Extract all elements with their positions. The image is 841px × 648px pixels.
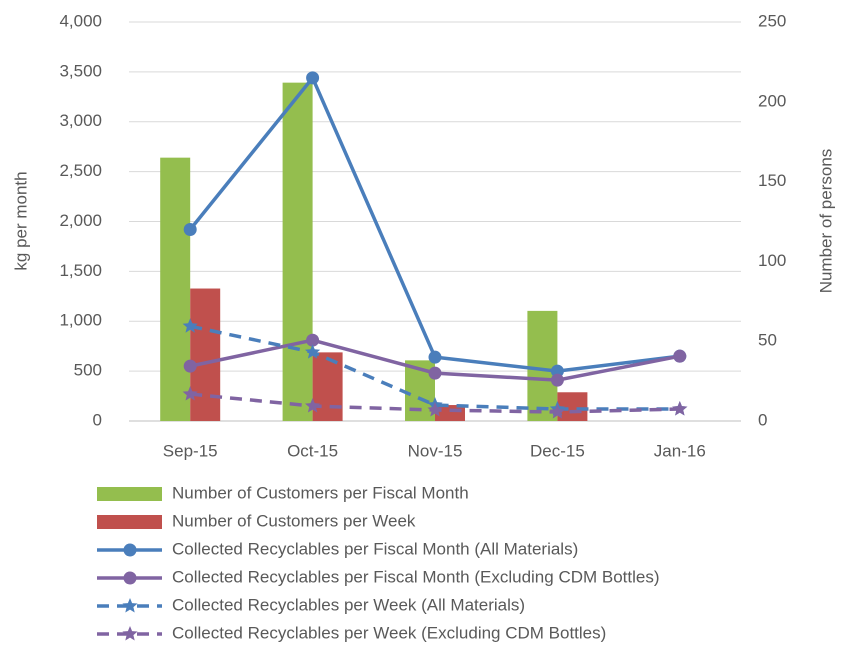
y-tick-label: 2,500	[59, 161, 102, 180]
star-marker	[305, 344, 321, 359]
circle-marker	[183, 222, 197, 236]
y-tick-label: 3,500	[59, 61, 102, 80]
legend-marker	[122, 598, 138, 613]
circle-marker	[550, 364, 564, 378]
circle-marker	[428, 366, 442, 380]
legend-swatch	[97, 487, 162, 501]
star-marker	[305, 398, 321, 413]
y2-tick-label: 150	[758, 171, 786, 190]
y2-tick-label: 100	[758, 251, 786, 270]
circle-marker	[550, 373, 564, 387]
circle-marker	[306, 71, 320, 85]
x-tick-label: Jan-16	[654, 441, 706, 460]
y-tick-label: 500	[74, 361, 102, 380]
y2-axis-label: Number of persons	[816, 149, 835, 294]
legend-marker	[123, 543, 137, 557]
legend-label: Number of Customers per Fiscal Month	[172, 483, 469, 502]
x-tick-label: Oct-15	[287, 441, 338, 460]
y-tick-label: 1,000	[59, 311, 102, 330]
y-tick-label: 0	[93, 410, 102, 429]
circle-marker	[428, 350, 442, 364]
line	[189, 324, 680, 411]
circle-marker	[673, 349, 687, 363]
y2-tick-label: 250	[758, 11, 786, 30]
legend-marker	[122, 626, 138, 641]
star-marker	[182, 386, 198, 401]
bar	[312, 352, 343, 421]
legend-label: Number of Customers per Week	[172, 511, 416, 530]
y-tick-label: 3,000	[59, 111, 102, 130]
legend-label: Collected Recyclables per Fiscal Month (…	[172, 539, 578, 558]
bar	[527, 310, 558, 421]
y-tick-label: 1,500	[59, 261, 102, 280]
legend-marker	[123, 571, 137, 585]
legend-label: Collected Recyclables per Fiscal Month (…	[172, 567, 660, 586]
star-marker	[549, 404, 565, 419]
y2-tick-label: 200	[758, 91, 786, 110]
legend-swatch	[97, 515, 162, 529]
star-marker	[672, 401, 688, 416]
y2-tick-label: 50	[758, 331, 777, 350]
x-tick-label: Dec-15	[530, 441, 585, 460]
star-marker	[427, 402, 443, 417]
circle-marker	[183, 359, 197, 373]
y-tick-label: 4,000	[59, 11, 102, 30]
legend-label: Collected Recyclables per Week (All Mate…	[172, 595, 525, 614]
bar	[190, 288, 221, 421]
circle-marker	[306, 333, 320, 347]
bar	[282, 82, 313, 421]
y2-tick-label: 0	[758, 410, 767, 429]
y-axis-label: kg per month	[11, 171, 30, 270]
x-tick-label: Nov-15	[408, 441, 463, 460]
star-marker	[182, 318, 198, 333]
y-tick-label: 2,000	[59, 211, 102, 230]
legend-label: Collected Recyclables per Week (Excludin…	[172, 623, 606, 642]
bar	[160, 157, 191, 421]
x-tick-label: Sep-15	[163, 441, 218, 460]
